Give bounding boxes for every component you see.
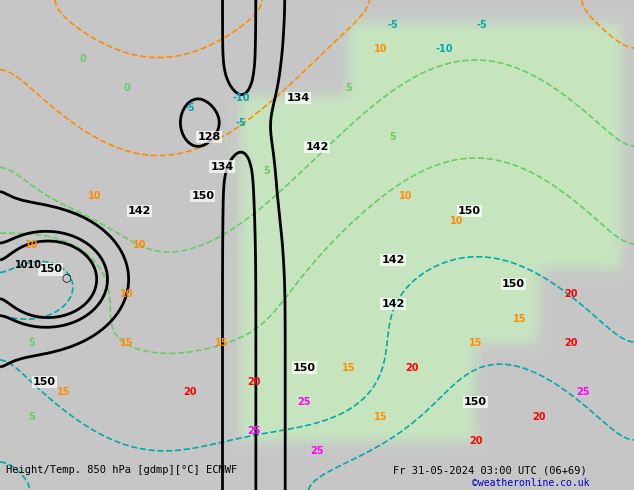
Text: -5: -5 <box>477 20 487 29</box>
Text: 5: 5 <box>29 412 35 421</box>
Text: 5: 5 <box>346 83 352 93</box>
Text: 25: 25 <box>247 426 261 436</box>
Text: 150: 150 <box>39 265 62 274</box>
Text: -5: -5 <box>185 103 195 113</box>
Text: -10: -10 <box>232 93 250 103</box>
Text: -10: -10 <box>435 44 453 54</box>
Text: 10: 10 <box>25 240 39 250</box>
Text: 20: 20 <box>564 338 578 348</box>
Text: 25: 25 <box>297 397 311 407</box>
Text: 150: 150 <box>33 377 56 387</box>
Text: Fr 31-05-2024 03:00 UTC (06+69): Fr 31-05-2024 03:00 UTC (06+69) <box>393 466 587 475</box>
Text: 150: 150 <box>293 363 316 372</box>
Text: 5: 5 <box>29 338 35 348</box>
Text: 5: 5 <box>263 167 269 176</box>
Text: 142: 142 <box>382 299 404 309</box>
Text: 25: 25 <box>310 446 324 456</box>
Text: 142: 142 <box>382 255 404 265</box>
Text: 20: 20 <box>532 412 546 421</box>
Text: 10: 10 <box>120 289 134 299</box>
Text: 25: 25 <box>576 387 590 397</box>
Text: 15: 15 <box>56 387 70 397</box>
Text: 15: 15 <box>469 338 482 348</box>
Text: 10: 10 <box>373 44 387 54</box>
Text: 20: 20 <box>405 363 419 372</box>
Text: 10: 10 <box>88 191 102 201</box>
Text: 134: 134 <box>210 162 233 172</box>
Text: ○: ○ <box>61 272 72 282</box>
Text: 1010: 1010 <box>15 260 42 270</box>
Text: 142: 142 <box>128 206 151 216</box>
Text: 15: 15 <box>120 338 134 348</box>
Text: 15: 15 <box>342 363 356 372</box>
Text: Height/Temp. 850 hPa [gdmp][°C] ECMWF: Height/Temp. 850 hPa [gdmp][°C] ECMWF <box>6 466 238 475</box>
Text: ©weatheronline.co.uk: ©weatheronline.co.uk <box>472 478 590 488</box>
Text: 0: 0 <box>79 54 86 64</box>
Text: 15: 15 <box>513 314 527 323</box>
Text: 20: 20 <box>183 387 197 397</box>
Text: 5: 5 <box>390 132 396 142</box>
Text: 142: 142 <box>306 142 328 152</box>
Text: 150: 150 <box>502 279 525 289</box>
Text: 10: 10 <box>133 240 146 250</box>
Text: 128: 128 <box>198 132 221 142</box>
Text: 20: 20 <box>564 289 578 299</box>
Text: 15: 15 <box>373 412 387 421</box>
Text: 150: 150 <box>458 206 481 216</box>
Text: 15: 15 <box>215 338 229 348</box>
Text: 10: 10 <box>450 216 463 225</box>
Text: 150: 150 <box>464 397 487 407</box>
Text: 10: 10 <box>399 191 413 201</box>
Text: 134: 134 <box>287 93 309 103</box>
Text: -5: -5 <box>388 20 398 29</box>
Text: 150: 150 <box>191 191 214 201</box>
Text: 20: 20 <box>469 436 482 446</box>
Text: 0: 0 <box>124 83 130 93</box>
Text: -5: -5 <box>236 118 246 127</box>
Text: 20: 20 <box>247 377 261 387</box>
